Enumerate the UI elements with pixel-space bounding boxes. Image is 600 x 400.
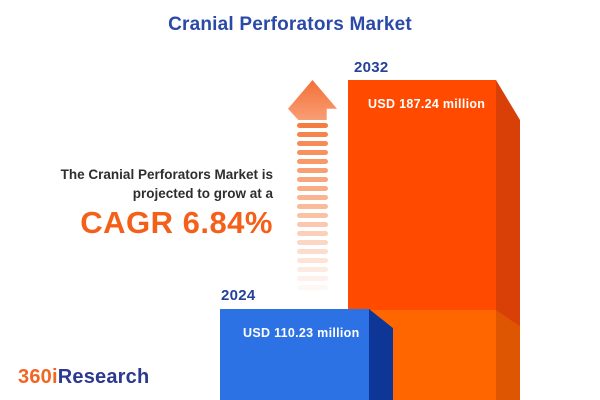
growth-arrow-stripes xyxy=(297,123,328,290)
growth-arrow-stripe xyxy=(297,204,328,209)
growth-arrow-stripe xyxy=(297,168,328,173)
bar-2024-year-label: 2024 xyxy=(221,287,256,304)
bar-2032-side-lower xyxy=(496,310,520,400)
cagr-value: CAGR 6.84% xyxy=(80,205,273,240)
growth-arrow-stripe xyxy=(297,195,328,200)
growth-arrow-stripe xyxy=(297,159,328,164)
bar-2024-value-label: USD 110.23 million xyxy=(243,326,360,340)
description-block: The Cranial Perforators Market is projec… xyxy=(61,165,273,239)
growth-arrow-stripe xyxy=(297,240,328,245)
bar-2024-front xyxy=(220,309,369,400)
growth-arrow-stripe xyxy=(297,285,328,290)
description-line2: projected to grow at a xyxy=(132,186,273,201)
growth-arrow-stripe xyxy=(297,267,328,272)
description-line1: The Cranial Perforators Market is xyxy=(60,167,273,182)
growth-arrow-stripe xyxy=(297,141,328,146)
bar-2032-value-label: USD 187.24 million xyxy=(368,97,486,111)
growth-arrow-stripe xyxy=(297,231,328,236)
growth-arrow-stripe xyxy=(297,249,328,254)
brand-logo-prefix: 360i xyxy=(18,366,58,388)
page-title: Cranial Perforators Market xyxy=(168,14,412,35)
growth-arrow-stripe xyxy=(297,150,328,155)
brand-logo-suffix: Research xyxy=(57,366,150,388)
growth-arrow-stripe xyxy=(297,213,328,218)
growth-arrow-stripe xyxy=(297,123,328,128)
growth-arrow-stripe xyxy=(297,186,328,191)
growth-arrow-stripe xyxy=(297,276,328,281)
bar-2032-year-label: 2032 xyxy=(354,59,389,76)
growth-arrow-stripe xyxy=(297,222,328,227)
growth-arrow-icon xyxy=(288,80,337,120)
growth-arrow-stripe xyxy=(297,177,328,182)
brand-logo: 360iResearch xyxy=(18,366,149,389)
bar-2032-side xyxy=(496,80,520,400)
growth-arrow-stripe xyxy=(297,132,328,137)
growth-arrow-stripe xyxy=(297,258,328,263)
